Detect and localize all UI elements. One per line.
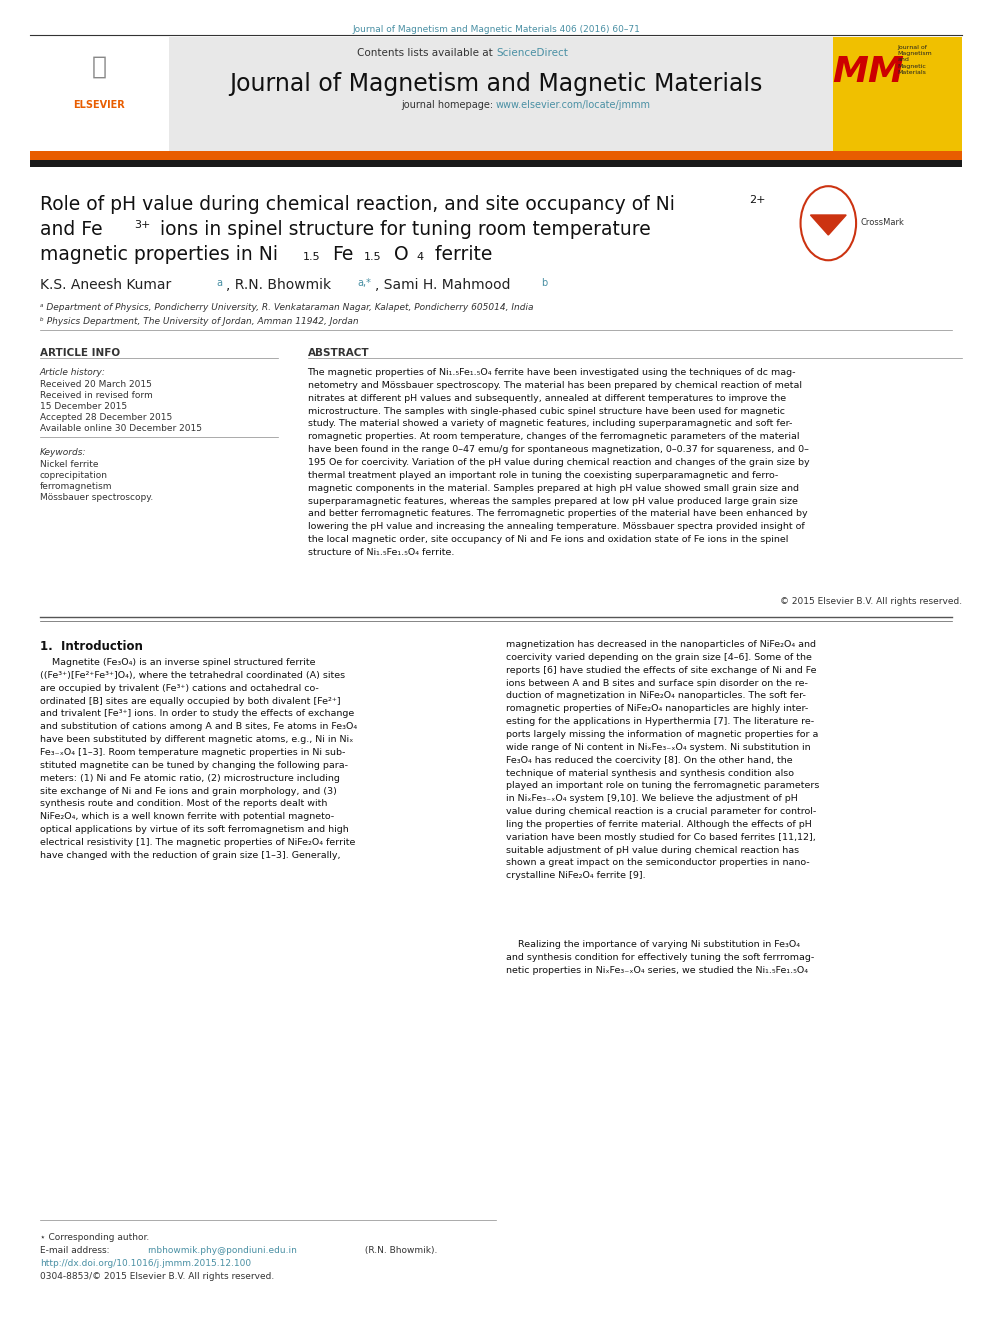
Text: 0304-8853/© 2015 Elsevier B.V. All rights reserved.: 0304-8853/© 2015 Elsevier B.V. All right…: [40, 1271, 274, 1281]
Text: ABSTRACT: ABSTRACT: [308, 348, 369, 359]
Text: , Sami H. Mahmood: , Sami H. Mahmood: [375, 278, 515, 292]
Text: ARTICLE INFO: ARTICLE INFO: [40, 348, 120, 359]
Text: magnetic properties in Ni: magnetic properties in Ni: [40, 245, 278, 265]
Text: and Fe: and Fe: [40, 220, 102, 239]
FancyBboxPatch shape: [833, 37, 962, 157]
Text: Received 20 March 2015: Received 20 March 2015: [40, 380, 152, 389]
Text: Realizing the importance of varying Ni substitution in Fe₃O₄
and synthesis condi: Realizing the importance of varying Ni s…: [506, 941, 814, 975]
Text: 2+: 2+: [749, 194, 766, 205]
Text: K.S. Aneesh Kumar: K.S. Aneesh Kumar: [40, 278, 176, 292]
Text: , R.N. Bhowmik: , R.N. Bhowmik: [226, 278, 335, 292]
Text: 15 December 2015: 15 December 2015: [40, 402, 127, 411]
Text: 1.5: 1.5: [303, 251, 320, 262]
Text: Journal of Magnetism and Magnetic Materials: Journal of Magnetism and Magnetic Materi…: [229, 71, 763, 97]
Text: Contents lists available at: Contents lists available at: [357, 48, 496, 58]
Text: Accepted 28 December 2015: Accepted 28 December 2015: [40, 413, 172, 422]
Text: http://dx.doi.org/10.1016/j.jmmm.2015.12.100: http://dx.doi.org/10.1016/j.jmmm.2015.12…: [40, 1259, 251, 1267]
Polygon shape: [810, 216, 846, 235]
Text: ELSEVIER: ELSEVIER: [73, 101, 125, 110]
Text: 4: 4: [417, 251, 424, 262]
Text: ferrite: ferrite: [429, 245, 492, 265]
FancyBboxPatch shape: [30, 37, 169, 157]
Text: © 2015 Elsevier B.V. All rights reserved.: © 2015 Elsevier B.V. All rights reserved…: [780, 597, 962, 606]
Text: ferromagnetism: ferromagnetism: [40, 482, 112, 491]
Text: coprecipitation: coprecipitation: [40, 471, 108, 480]
Text: Magnetite (Fe₃O₄) is an inverse spinel structured ferrite
((Fe³⁺)[Fe²⁺Fe³⁺]O₄), : Magnetite (Fe₃O₄) is an inverse spinel s…: [40, 658, 357, 860]
Text: Fe: Fe: [332, 245, 354, 265]
Text: The magnetic properties of Ni₁.₅Fe₁.₅O₄ ferrite have been investigated using the: The magnetic properties of Ni₁.₅Fe₁.₅O₄ …: [308, 368, 809, 557]
Text: ScienceDirect: ScienceDirect: [496, 48, 567, 58]
Text: a,*: a,*: [357, 278, 371, 288]
Text: E-mail address:: E-mail address:: [40, 1246, 112, 1256]
Bar: [30, 151, 962, 161]
Text: Keywords:: Keywords:: [40, 448, 86, 456]
Text: a: a: [216, 278, 222, 288]
Text: 1.  Introduction: 1. Introduction: [40, 640, 143, 654]
Text: Journal of Magnetism and Magnetic Materials 406 (2016) 60–71: Journal of Magnetism and Magnetic Materi…: [352, 25, 640, 34]
Text: b: b: [541, 278, 547, 288]
Text: MM: MM: [832, 56, 904, 89]
Text: Role of pH value during chemical reaction, and site occupancy of Ni: Role of pH value during chemical reactio…: [40, 194, 675, 214]
Text: Article history:: Article history:: [40, 368, 105, 377]
Text: magnetization has decreased in the nanoparticles of NiFe₂O₄ and
coercivity varie: magnetization has decreased in the nanop…: [506, 640, 819, 880]
Text: Journal of
Magnetism
and
Magnetic
Materials: Journal of Magnetism and Magnetic Materi…: [898, 45, 932, 75]
Text: ᵃ Department of Physics, Pondicherry University, R. Venkataraman Nagar, Kalapet,: ᵃ Department of Physics, Pondicherry Uni…: [40, 303, 533, 312]
Text: 3+: 3+: [134, 220, 151, 230]
Text: CrossMark: CrossMark: [860, 218, 904, 228]
Text: ᵇ Physics Department, The University of Jordan, Amman 11942, Jordan: ᵇ Physics Department, The University of …: [40, 318, 358, 325]
Text: O: O: [394, 245, 409, 265]
Bar: [30, 160, 962, 167]
Text: Nickel ferrite: Nickel ferrite: [40, 460, 98, 468]
Text: (R.N. Bhowmik).: (R.N. Bhowmik).: [362, 1246, 437, 1256]
Text: 1.5: 1.5: [364, 251, 382, 262]
Text: 🌳: 🌳: [91, 56, 107, 79]
Text: www.elsevier.com/locate/jmmm: www.elsevier.com/locate/jmmm: [496, 101, 651, 110]
Text: Available online 30 December 2015: Available online 30 December 2015: [40, 423, 201, 433]
Text: ions in spinel structure for tuning room temperature: ions in spinel structure for tuning room…: [154, 220, 651, 239]
Text: Mössbauer spectroscopy.: Mössbauer spectroscopy.: [40, 493, 153, 501]
Text: journal homepage:: journal homepage:: [401, 101, 496, 110]
FancyBboxPatch shape: [169, 37, 833, 157]
Text: rnbhowmik.phy@pondiuni.edu.in: rnbhowmik.phy@pondiuni.edu.in: [147, 1246, 297, 1256]
Text: ⋆ Corresponding author.: ⋆ Corresponding author.: [40, 1233, 149, 1242]
Text: Received in revised form: Received in revised form: [40, 392, 153, 400]
